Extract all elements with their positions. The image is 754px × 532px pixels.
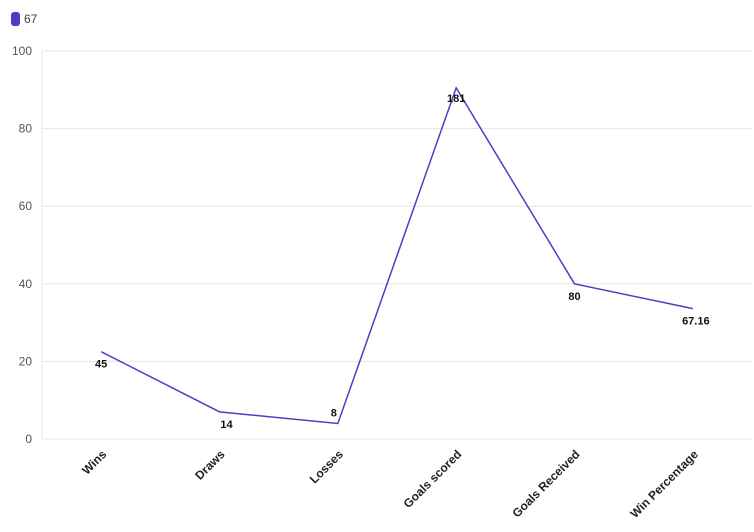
- y-tick-label: 0: [25, 432, 32, 446]
- y-tick-label: 20: [19, 354, 33, 368]
- y-tick-label: 80: [19, 122, 33, 136]
- x-tick-label: Draws: [192, 447, 228, 483]
- data-label: 181: [447, 93, 465, 105]
- data-labels: 45 14 8 181 80 67.16: [95, 93, 710, 431]
- data-label: 80: [568, 291, 580, 303]
- legend-swatch: [11, 12, 20, 26]
- data-label: 67.16: [682, 316, 710, 328]
- x-tick-label: Goals scored: [401, 447, 465, 511]
- legend: 67: [11, 12, 37, 26]
- x-tick-label: Win Percentage: [627, 447, 701, 521]
- x-tick-label: Goals Received: [510, 447, 583, 520]
- legend-label: 67: [24, 12, 38, 26]
- y-tick-label: 40: [19, 277, 33, 291]
- data-label: 8: [331, 407, 337, 419]
- x-tick-label: Wins: [79, 447, 109, 477]
- series-group: [100, 86, 693, 425]
- y-axis: 0 20 40 60 80 100: [12, 44, 32, 446]
- data-label: 45: [95, 359, 107, 371]
- y-tick-label: 60: [19, 199, 33, 213]
- y-tick-label: 100: [12, 44, 32, 58]
- x-tick-label: Losses: [307, 447, 346, 486]
- grid-lines: [41, 50, 752, 440]
- series-line: [100, 86, 693, 425]
- data-label: 14: [220, 419, 233, 431]
- x-axis: Wins Draws Losses Goals scored Goals Receive…: [79, 447, 701, 521]
